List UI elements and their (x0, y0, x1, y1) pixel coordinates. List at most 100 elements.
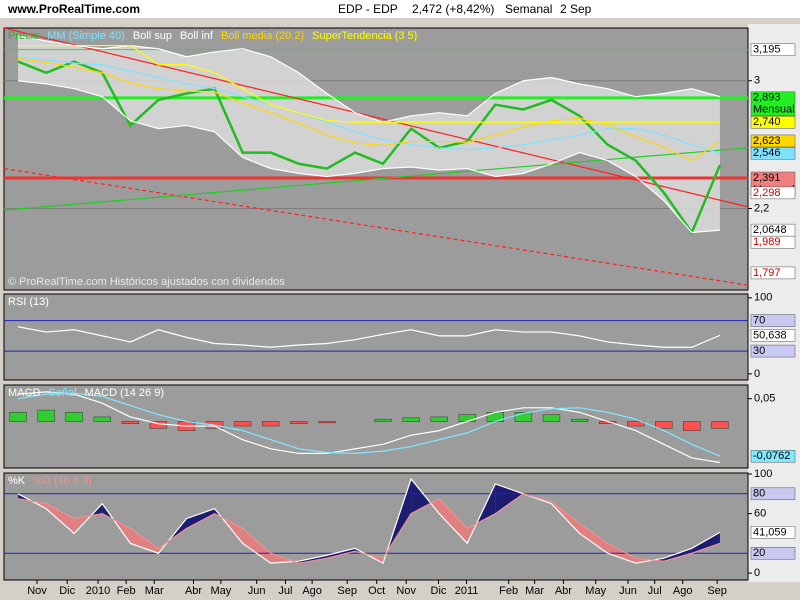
value-box (750, 329, 796, 342)
series-line (17, 80, 720, 234)
x-tick-label: Ago (302, 585, 322, 597)
symbol: EDP - EDP (338, 2, 398, 16)
legend-entry: Señal (48, 387, 76, 399)
histogram-bar (627, 421, 645, 427)
cross-fill (411, 478, 431, 514)
value-box (750, 186, 796, 200)
cross-fill (579, 523, 608, 554)
x-tick-label: Jun (619, 585, 637, 597)
cross-fill (242, 528, 271, 564)
value-box-label: 30 (753, 345, 765, 357)
y-tick-label: 100 (754, 468, 772, 480)
value-box (750, 344, 796, 358)
cross-fill (691, 532, 720, 554)
trend-line (4, 28, 748, 208)
x-tick-label: Jul (278, 585, 292, 597)
x-tick-label: Sep (707, 585, 727, 597)
y-tick-label: 2,2 (754, 202, 769, 214)
histogram-bar (402, 417, 420, 422)
panel-title: RSI (13) (8, 296, 49, 308)
annotation: © ProRealTime.com Históricos ajustados c… (8, 276, 285, 288)
value-box (750, 526, 796, 539)
histogram-bar (374, 418, 392, 422)
value-box-label: -0,0762 (753, 450, 790, 462)
histogram-bar (570, 418, 589, 422)
histogram-bar (683, 421, 701, 431)
value-box-label: 3,195 (753, 43, 781, 55)
x-tick-label: May (210, 585, 231, 597)
x-tick-label: Dic (59, 585, 75, 597)
histogram-bar (318, 421, 336, 424)
series-line (17, 35, 721, 123)
legend-entry: %K (8, 475, 26, 487)
x-tick-label: Mar (525, 585, 544, 597)
x-tick-label: Abr (185, 585, 202, 597)
x-tick-label: Mar (145, 585, 164, 597)
value-box-label: 20 (753, 547, 765, 559)
series-line (17, 391, 721, 464)
legend-entry: Precio (8, 30, 39, 42)
x-tick-label: Nov (27, 585, 47, 597)
cross-fill (46, 503, 75, 534)
value-box (750, 43, 796, 56)
histogram-bar (711, 421, 729, 429)
x-tick-label: Ago (673, 585, 693, 597)
trend-line (4, 147, 748, 211)
series-line (17, 392, 721, 457)
x-tick-label: May (585, 585, 606, 597)
panel (3, 293, 749, 381)
value-box-label: 2,623 (753, 135, 781, 147)
series-line (17, 57, 721, 162)
value-box-note: Mensual (753, 104, 795, 116)
series-line (17, 56, 721, 154)
site: www.ProRealTime.com (7, 2, 140, 16)
value-box-label: 2,893 (753, 92, 781, 104)
y-tick-label: 100 (754, 292, 772, 304)
series-line (17, 493, 721, 564)
legend-entry: Boll sup (133, 30, 172, 42)
cross-fill (130, 528, 159, 554)
legend-entry: %D (10 5 3) (33, 475, 92, 487)
y-tick-label: 0 (754, 567, 760, 579)
header-bar (0, 0, 800, 18)
legend-entry: Boll inf (180, 30, 214, 42)
value-box-label: 2,546 (753, 147, 781, 159)
histogram-bar (233, 421, 252, 427)
x-tick-label: Jul (648, 585, 662, 597)
value-box (750, 266, 796, 280)
quote: 2,472 (+8,42%) (412, 2, 494, 16)
x-tick-label: 2010 (86, 585, 110, 597)
legend-entry: Boll media (20 2) (221, 30, 304, 42)
value-box (750, 314, 796, 327)
legend-entry: MACD (8, 387, 40, 399)
histogram-bar (514, 412, 533, 422)
value-box-label: 70 (753, 315, 765, 327)
x-tick-label: Oct (368, 585, 385, 597)
x-tick-label: Feb (117, 585, 136, 597)
value-box (750, 116, 796, 129)
histogram-bar (37, 409, 55, 422)
value-box (750, 449, 796, 463)
cross-fill (439, 498, 468, 544)
value-box (750, 134, 796, 148)
x-tick-label: 2011 (455, 585, 479, 597)
value-box-label: 1,797 (753, 267, 781, 279)
x-tick-label: Abr (555, 585, 572, 597)
value-box (750, 547, 796, 560)
panel-title: MACD (14 26 9) (85, 387, 164, 399)
value-box-label: 2,391 (753, 172, 781, 184)
cross-fill (663, 548, 692, 562)
y-tick-label: 0 (754, 368, 760, 380)
x-tick-label: Feb (499, 585, 518, 597)
value-box (750, 487, 796, 501)
date: 2 Sep (560, 2, 592, 16)
series-line (18, 44, 720, 123)
histogram-bar (458, 414, 476, 422)
x-tick-label: Dic (431, 585, 447, 597)
histogram-bar (65, 412, 83, 422)
y-tick-label: 60 (754, 508, 766, 520)
value-box-label: 80 (753, 488, 765, 500)
value-box-label: 2,0648 (753, 224, 787, 236)
value-box-label: 2,740 (753, 116, 781, 128)
